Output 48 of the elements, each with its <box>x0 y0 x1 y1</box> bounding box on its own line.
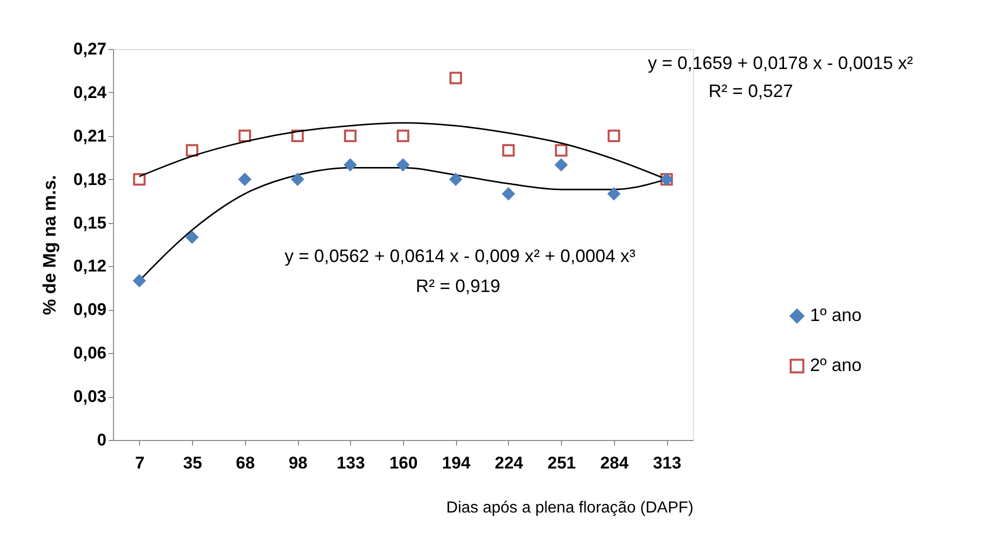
text: R² = 0,527 <box>708 81 793 101</box>
point <box>396 130 410 142</box>
point <box>554 158 568 172</box>
point <box>396 158 410 172</box>
x-tick-label: 68 <box>236 454 255 472</box>
point <box>186 231 198 244</box>
annotation: R² = 0,919 <box>416 276 500 296</box>
y-axis-title: % de Mg na m.s. <box>39 174 60 316</box>
point <box>238 173 252 186</box>
x-tick-label: 160 <box>389 454 418 472</box>
x-tick-label: 284 <box>600 454 630 472</box>
point <box>133 173 146 186</box>
point <box>186 144 198 157</box>
x-tick-label: 7 <box>135 454 145 472</box>
point <box>344 158 357 172</box>
point <box>502 144 515 157</box>
legend-label: 2º ano <box>810 355 862 376</box>
y-tick-label: 0,27 <box>73 40 106 58</box>
y-tick-label: 0 <box>97 430 106 450</box>
x-tick-label: 194 <box>442 454 471 472</box>
y-tick-label: 0,03 <box>73 387 106 406</box>
x-tick-label: 313 <box>652 454 682 472</box>
x-axis-title: Dias após a plena floração (DAPF) <box>446 500 694 516</box>
x-tick-label: 133 <box>336 454 365 472</box>
point <box>502 188 515 200</box>
y-tick-label: 0,24 <box>73 82 108 102</box>
annotation: y = 0,0562 + 0,0614 x - 0,009 x² + 0,0004 x³ <box>284 246 636 266</box>
point <box>238 130 252 142</box>
y-tick-label: 0,06 <box>73 344 106 363</box>
x-tick-label: 224 <box>494 454 524 472</box>
y-tick-label: 0,12 <box>73 256 106 276</box>
point <box>554 144 568 157</box>
point <box>449 173 462 186</box>
legend-label: 1º ano <box>810 305 862 326</box>
x-tick-label: 35 <box>183 454 202 472</box>
y-tick-label: 0,18 <box>73 170 106 189</box>
y-tick-label: 0,21 <box>73 126 106 146</box>
point <box>608 188 620 200</box>
point <box>133 274 146 287</box>
y-tick-label: 0,09 <box>73 300 106 320</box>
point <box>344 130 357 142</box>
y-tick-label: 0,15 <box>73 213 106 232</box>
point <box>291 173 304 186</box>
x-tick-label: 98 <box>288 454 308 472</box>
point <box>608 130 620 142</box>
x-tick-label: 251 <box>547 454 576 472</box>
point <box>449 72 462 84</box>
annotation: y = 0,1659 + 0,0178 x - 0,0015 x² <box>648 53 913 73</box>
